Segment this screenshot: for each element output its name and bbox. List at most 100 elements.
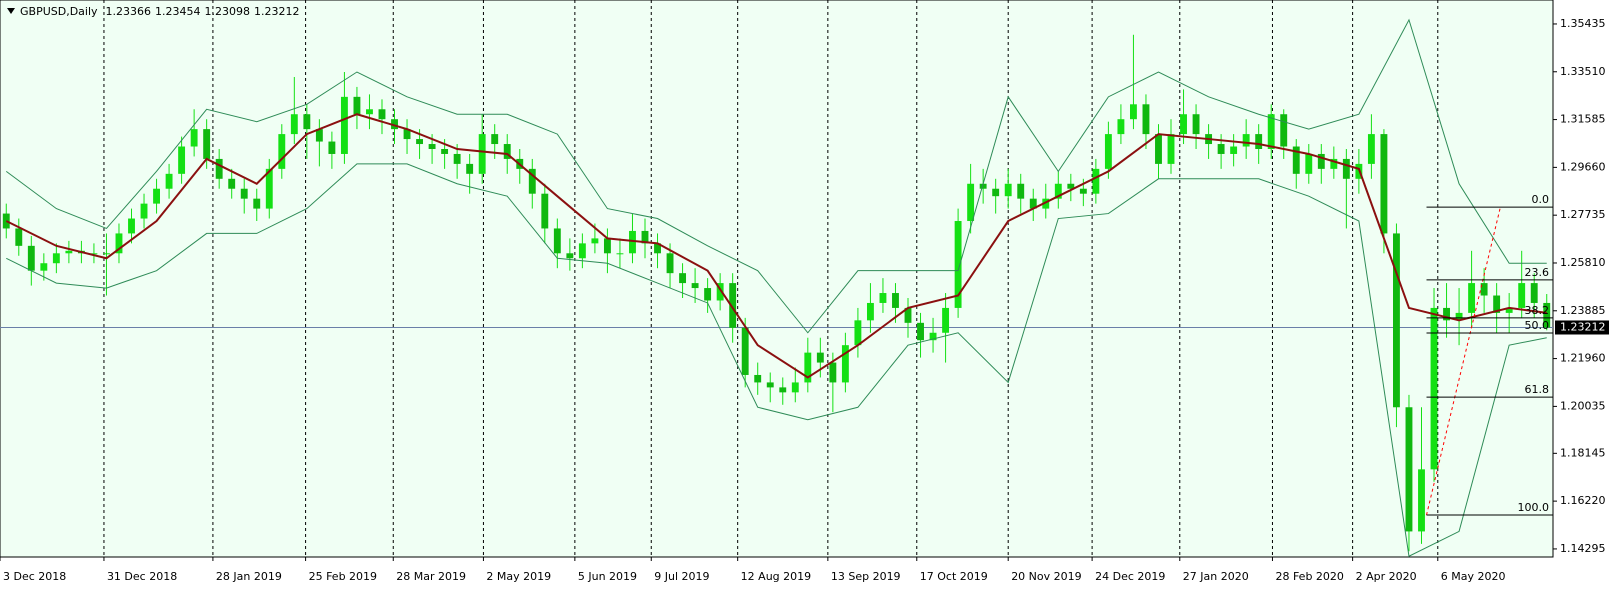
y-tick-label: 1.14295 (1560, 542, 1606, 555)
candle-body (1468, 283, 1476, 313)
candle-body (303, 114, 311, 130)
candle-body (215, 158, 223, 179)
candle-body (1155, 134, 1162, 164)
candle-body (378, 109, 386, 120)
candle-body (1042, 198, 1050, 209)
fibo-label: 100.0 (1518, 501, 1550, 514)
candle-body (654, 243, 661, 254)
x-tick-label: 13 Sep 2019 (831, 570, 901, 583)
candle-body (1230, 146, 1238, 154)
x-tick-label: 27 Jan 2020 (1183, 570, 1249, 583)
x-tick-label: 28 Feb 2020 (1275, 570, 1343, 583)
fibo-label: 0.0 (1532, 193, 1550, 206)
x-tick-label: 6 May 2020 (1441, 570, 1506, 583)
candle-body (1167, 134, 1175, 164)
header: GBPUSD,Daily 1.23366 1.23454 1.23098 1.23212 (20, 5, 300, 18)
candle-body (816, 352, 824, 363)
candle-body (1418, 469, 1425, 532)
candle-body (228, 178, 236, 189)
candle-body (290, 114, 298, 135)
candle-body (403, 129, 411, 140)
candle-body (917, 322, 924, 341)
candle-body (278, 134, 286, 169)
bollinger-band (6, 163, 1547, 558)
candle-body (1543, 302, 1551, 328)
x-tick-label: 12 Aug 2019 (741, 570, 811, 583)
candle-body (340, 96, 348, 154)
candle-body (528, 168, 536, 194)
candle-body (603, 238, 611, 254)
candle-body (1017, 183, 1025, 199)
y-tick-label: 1.16220 (1560, 494, 1606, 507)
candle-body (1430, 307, 1438, 470)
candle-body (478, 134, 486, 174)
candle-body (791, 382, 799, 393)
candle-body (1079, 188, 1087, 194)
candle-body (1029, 198, 1037, 209)
candle-body (942, 307, 950, 333)
menu-triangle[interactable] (7, 8, 15, 14)
candle-body (503, 144, 511, 159)
candle-body (578, 243, 586, 259)
candle-body (1129, 104, 1137, 120)
candle-body (466, 163, 474, 174)
candle-body (841, 345, 849, 383)
candle-body (616, 253, 624, 255)
low: 1.23098 (205, 5, 251, 18)
y-tick-label: 1.29660 (1560, 160, 1606, 173)
candle-body (1480, 283, 1488, 296)
candle-body (541, 193, 549, 229)
plot-area (0, 0, 1554, 558)
candle-body (391, 119, 398, 130)
y-tick-label: 1.18145 (1560, 446, 1606, 459)
candle-body (1367, 134, 1375, 164)
candle-body (1292, 146, 1300, 174)
candle-body (1505, 307, 1513, 313)
candle-body (178, 146, 186, 174)
candle-body (65, 250, 73, 254)
candle-body (929, 332, 937, 341)
x-tick-label: 20 Nov 2019 (1011, 570, 1081, 583)
candle-body (992, 188, 1000, 197)
candle-body (1004, 183, 1012, 197)
candle-body (328, 141, 336, 154)
candle-body (629, 230, 636, 254)
close: 1.23212 (254, 5, 300, 18)
candle-body (1104, 134, 1112, 169)
candle-body (441, 148, 449, 154)
candle-body (1092, 168, 1100, 194)
candle-body (829, 362, 837, 383)
candle-body (892, 293, 899, 308)
candle-body (128, 218, 135, 234)
candle-body (754, 374, 762, 383)
current-price-label: 1.23212 (1560, 320, 1606, 333)
x-tick-label: 28 Mar 2019 (396, 570, 466, 583)
candle-body (1342, 158, 1350, 179)
current-price-box (1555, 320, 1609, 335)
candle-body (804, 352, 812, 383)
candle-body (1493, 295, 1501, 313)
candle-body (666, 253, 674, 274)
high: 1.23454 (155, 5, 201, 18)
candle-body (1217, 144, 1225, 154)
y-tick-label: 1.23885 (1560, 304, 1606, 317)
candle-body (1455, 312, 1463, 321)
candle-body (591, 238, 599, 244)
x-tick-label: 2 Apr 2020 (1356, 570, 1417, 583)
x-tick-label: 28 Jan 2019 (216, 570, 282, 583)
candle-body (190, 129, 198, 147)
fibo-label: 61.8 (1525, 383, 1550, 396)
candle-body (691, 283, 699, 289)
candle-body (866, 302, 874, 321)
symbol: GBPUSD,Daily (20, 5, 98, 18)
candle-body (1530, 283, 1538, 303)
candle-body (90, 253, 98, 255)
moving-average (5, 113, 1547, 379)
candle-body (716, 283, 724, 301)
y-tick-label: 1.25810 (1560, 256, 1606, 269)
candle-body (1280, 114, 1288, 147)
candle-body (428, 144, 436, 149)
candle-body (641, 230, 649, 244)
x-tick-label: 3 Dec 2018 (3, 570, 66, 583)
candle-body (27, 245, 35, 271)
